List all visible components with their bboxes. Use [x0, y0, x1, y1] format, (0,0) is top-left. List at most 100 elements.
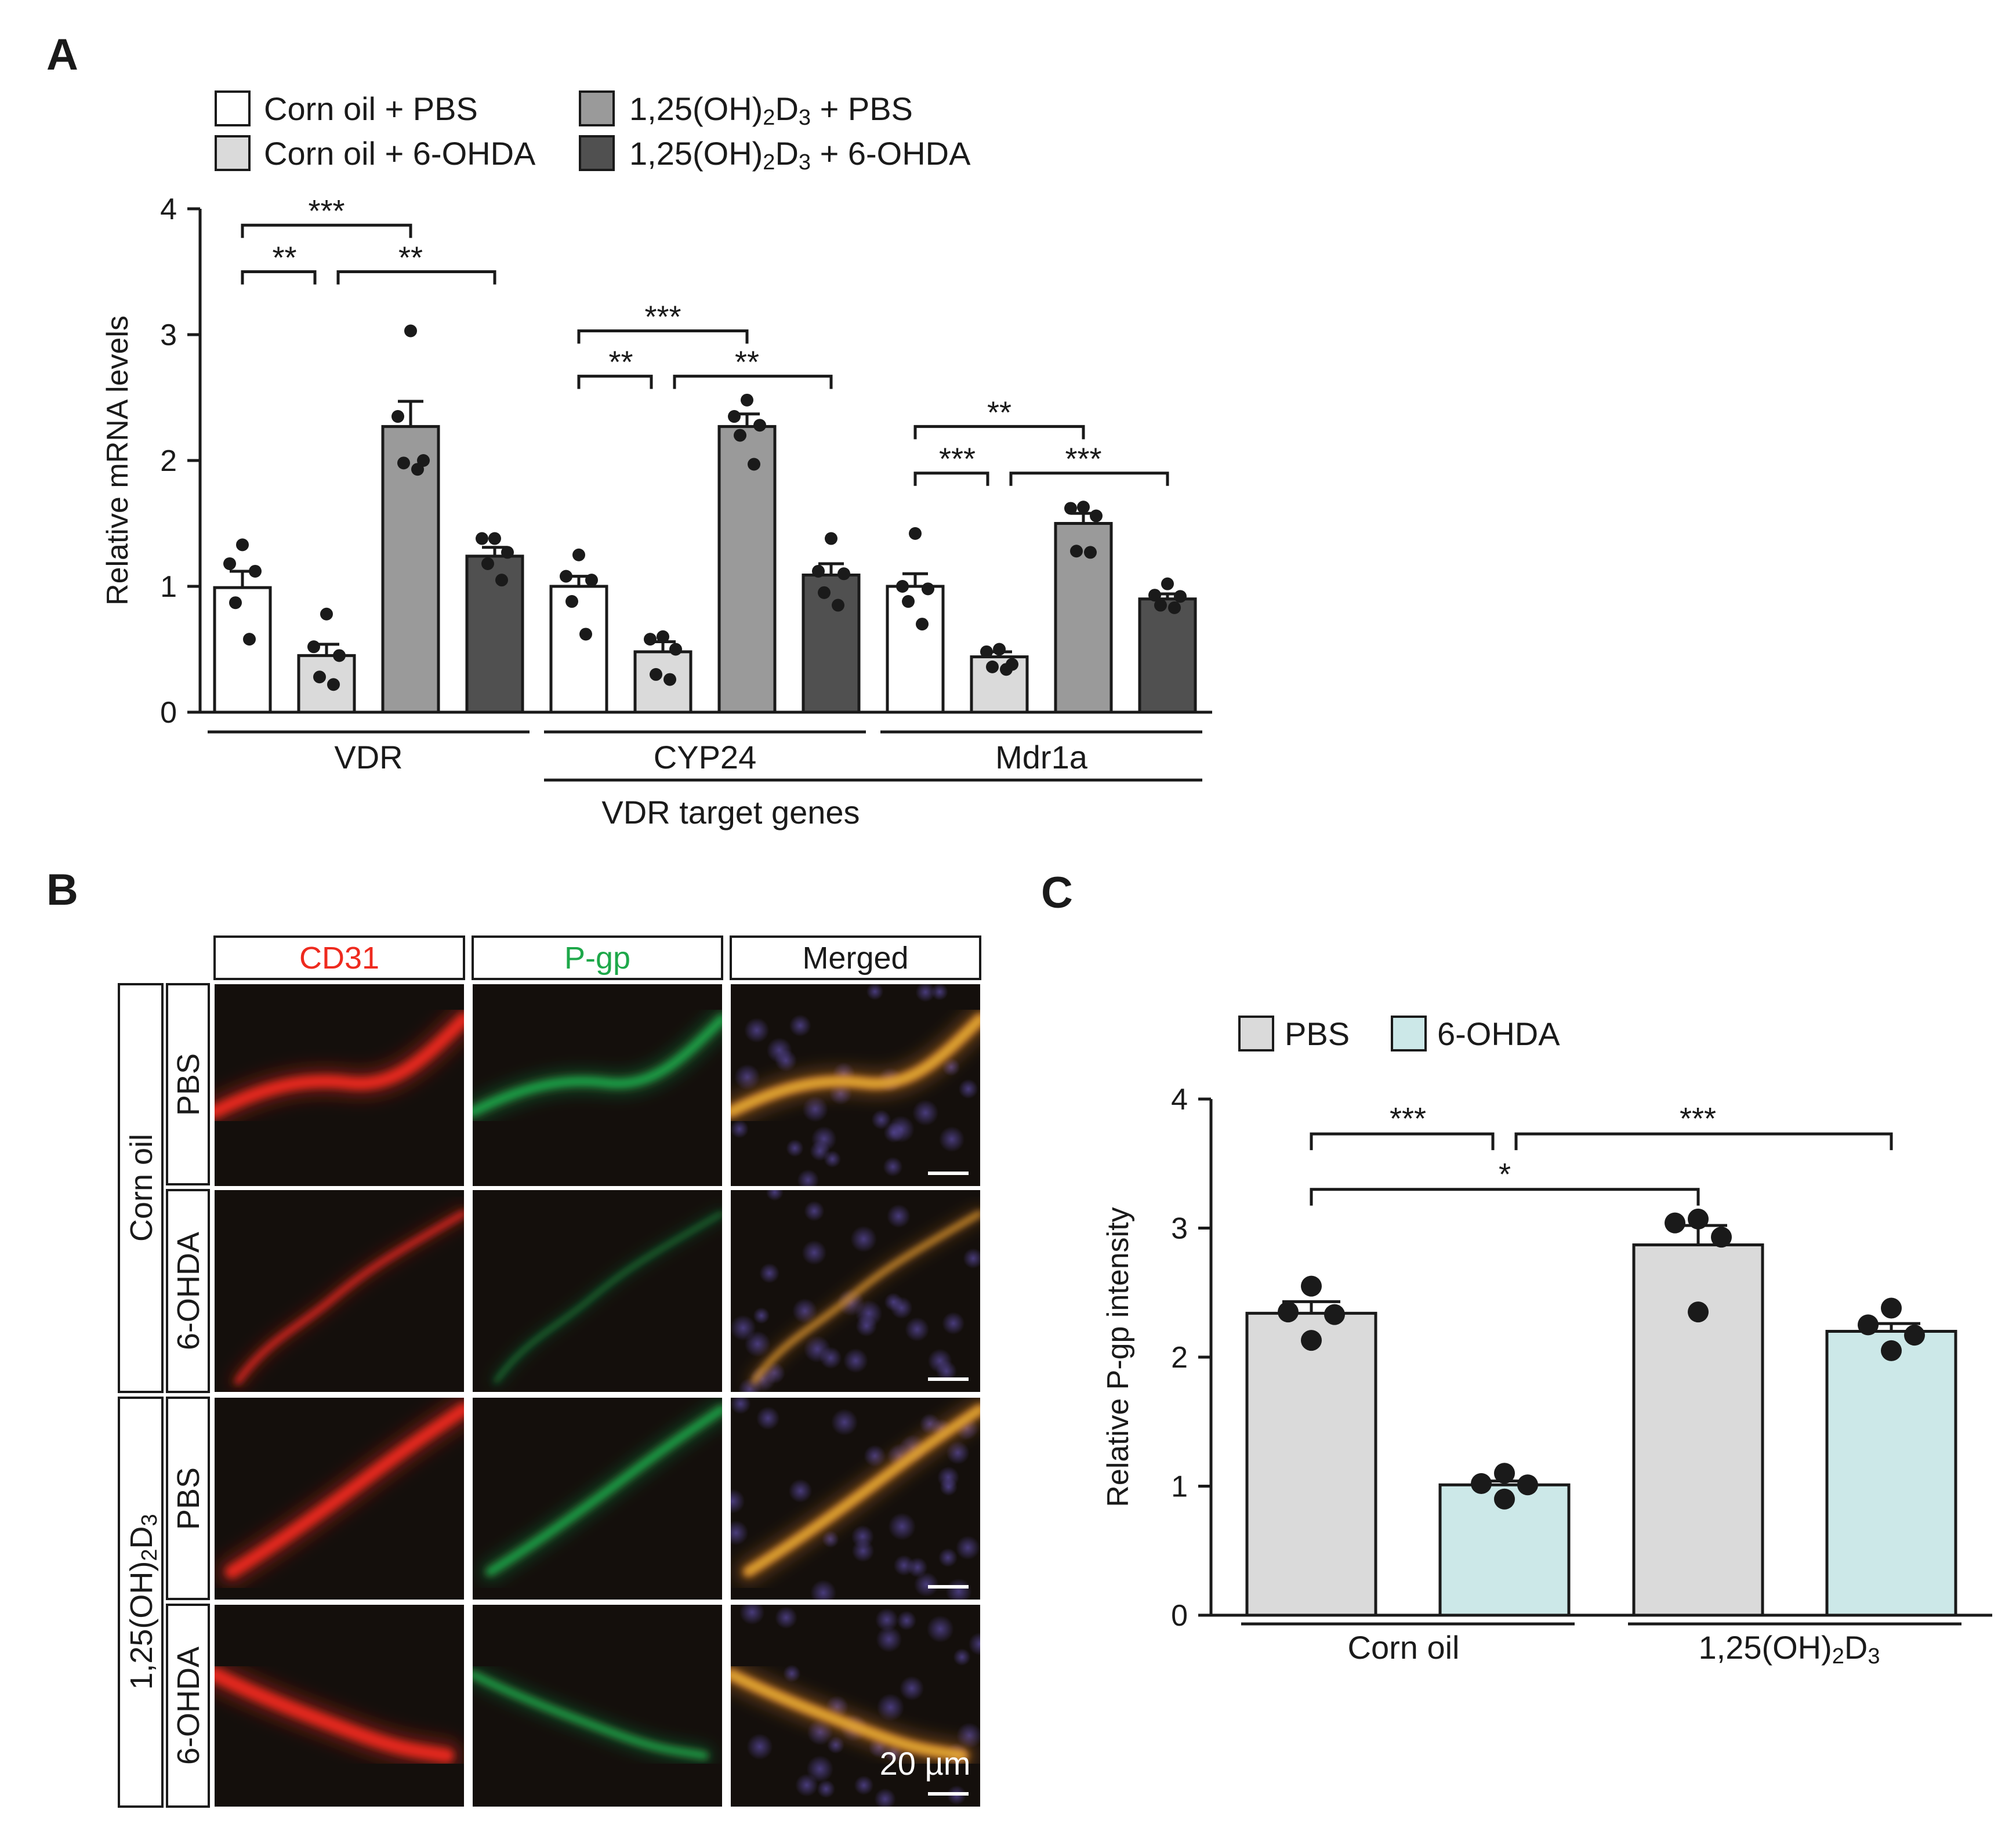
y-tick-label-2: 2 [160, 444, 177, 478]
nucleus [875, 1608, 899, 1631]
row-label-pbs-2: PBS [171, 1467, 206, 1530]
data-point-cyp24-corn-oil-pbs-3 [565, 595, 578, 608]
nucleus [968, 1632, 980, 1656]
nucleus [802, 1096, 829, 1122]
row-label-6ohda-1: 6-OHDA [171, 1232, 206, 1350]
data-point-mdr1a-corn-oil-pbs-1 [896, 580, 909, 593]
micrograph-pgp-row-4 [473, 1605, 722, 1807]
panel-a-group-caption: VDR target genes [601, 794, 860, 831]
bar-1-25-oh-2d3-pbs [1632, 1243, 1764, 1617]
nucleus [734, 1064, 760, 1090]
micrograph-content [731, 984, 980, 1186]
sig-bracket-cyp24-3 [577, 375, 653, 389]
bar-mdr1a-corn-oil-pbs [886, 585, 945, 714]
data-point-vdr-1-25-oh-2d3-pbs-3 [397, 456, 410, 470]
panel-c-legend: PBS 6-OHDA [1238, 1016, 1560, 1052]
nucleus [876, 1694, 905, 1721]
legend-swatch-pbs [1238, 1016, 1274, 1051]
data-point-cyp24-1-25-oh-2d3-6-ohda-3 [818, 586, 831, 599]
sig-label-mdr1a-7: ** [987, 395, 1011, 430]
legend-label-d3-pbs: 1,25(OH)2D3 + PBS [629, 90, 913, 130]
data-point-mdr1a-1-25-oh-2d3-6-ohda-4 [1168, 601, 1181, 614]
category-label-mdr1a: Mdr1a [995, 739, 1088, 775]
micrograph-merged-row-2 [731, 1190, 980, 1392]
data-point-mdr1a-corn-oil-6-ohda-3 [986, 660, 999, 673]
column-header-box-pgp [472, 935, 723, 980]
nucleus [958, 1079, 978, 1099]
sig-label-vdr-2: ** [398, 241, 423, 275]
nucleus [912, 1100, 939, 1126]
sig-label-vdr-1: *** [308, 194, 345, 229]
nucleus [786, 1139, 804, 1157]
data-point-mdr1a-1-25-oh-2d3-pbs-2 [1090, 509, 1103, 523]
sig-label-cyp24-5: ** [735, 345, 759, 380]
nucleus [795, 1774, 818, 1797]
data-point-corn-oil-6-ohda-1 [1471, 1473, 1492, 1495]
sig-bracket-cyp24-5 [673, 375, 833, 389]
micrograph-cd31-row-2 [215, 1190, 464, 1392]
data-point-vdr-corn-oil-6-ohda-2 [333, 649, 346, 662]
data-point-cyp24-1-25-oh-2d3-6-ohda-4 [832, 599, 844, 612]
nucleus [874, 1788, 896, 1807]
legend-swatch-6ohda [1391, 1016, 1427, 1051]
row-group-corn-oil: Corn oil [124, 1134, 159, 1242]
vessel-colocalization [731, 1016, 980, 1115]
data-point-vdr-1-25-oh-2d3-pbs-4 [411, 463, 424, 476]
data-point-mdr1a-corn-oil-pbs-4 [916, 618, 929, 631]
panel-a-legend: Corn oil + PBS Corn oil + 6-OHDA 1,25(OH… [215, 90, 971, 175]
data-point-corn-oil-pbs-1 [1278, 1301, 1299, 1323]
nucleus [938, 1548, 958, 1568]
sig-bracket-2 [1310, 1188, 1700, 1206]
data-point-1-25-oh-2d3-pbs-1 [1665, 1212, 1685, 1234]
micrograph-content [215, 1658, 463, 1772]
data-point-mdr1a-corn-oil-6-ohda-0 [993, 643, 1006, 656]
nucleus [766, 1190, 784, 1201]
micrograph-merged-row-4 [731, 1605, 980, 1807]
data-point-cyp24-corn-oil-pbs-2 [585, 574, 598, 587]
data-point-1-25-oh-2d3-6-ohda-1 [1858, 1314, 1879, 1336]
nucleus [946, 1441, 970, 1465]
legend-swatch-d3-pbs [579, 90, 615, 126]
vessel-colocalization [745, 1406, 980, 1575]
data-point-mdr1a-1-25-oh-2d3-6-ohda-2 [1174, 590, 1187, 603]
bar-mdr1a-1-25-oh-2d3-6-ohda [1138, 597, 1197, 714]
legend-swatch-corn-oil-pbs [215, 90, 251, 126]
nucleus [831, 1409, 858, 1436]
nucleus [936, 1361, 957, 1382]
data-point-corn-oil-6-ohda-3 [1494, 1488, 1515, 1510]
micrograph-content [215, 1003, 464, 1127]
vessel-colocalization [753, 1212, 980, 1383]
bar-cyp24-corn-oil-pbs [549, 585, 608, 714]
legend-label-d3-6ohda: 1,25(OH)2D3 + 6-OHDA [629, 135, 971, 175]
nucleus [759, 1263, 779, 1283]
micrograph-background [473, 1605, 722, 1807]
data-point-mdr1a-corn-oil-pbs-3 [902, 595, 915, 608]
data-point-1-25-oh-2d3-6-ohda-0 [1881, 1297, 1902, 1319]
bar-cyp24-corn-oil-6-ohda [633, 650, 692, 714]
nucleus [883, 1156, 903, 1177]
sig-bracket-cyp24-4 [577, 329, 749, 344]
row-box-pbs-1 [166, 983, 210, 1185]
nucleus [826, 1736, 845, 1754]
sig-label-vdr-0: ** [272, 241, 296, 275]
nucleus [945, 1578, 972, 1600]
micrograph-content [492, 1210, 722, 1385]
row-box-pbs-2 [166, 1397, 210, 1600]
micrograph-merged-row-1 [731, 984, 980, 1186]
sig-bracket-mdr1a-7 [913, 425, 1085, 440]
category-label-vdr: VDR [334, 739, 403, 775]
data-point-corn-oil-pbs-2 [1324, 1304, 1345, 1325]
micrograph-content [216, 1398, 464, 1587]
vessel [473, 1671, 708, 1759]
nucleus [731, 1315, 756, 1341]
nucleus [731, 1520, 749, 1546]
data-point-cyp24-1-25-oh-2d3-pbs-4 [748, 458, 760, 471]
y-tick-label-0: 0 [1171, 1599, 1188, 1633]
nucleus [804, 1201, 825, 1221]
row-box-6ohda-2 [166, 1604, 210, 1808]
nucleus [907, 1557, 928, 1578]
sig-label-0: *** [1390, 1101, 1426, 1136]
